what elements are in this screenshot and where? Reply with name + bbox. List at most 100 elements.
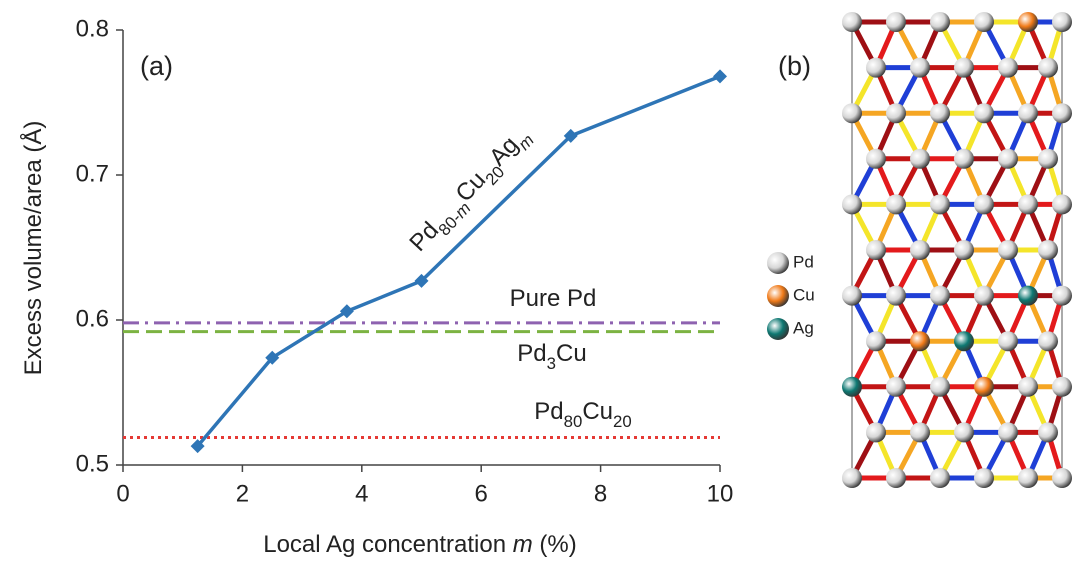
atom [930, 103, 950, 123]
x-tick-label: 0 [116, 480, 129, 507]
y-axis-title: Excess volume/area (Å) [19, 121, 47, 376]
legend-atom [767, 285, 789, 307]
legend-label: Pd [793, 252, 814, 271]
atom [866, 240, 886, 260]
atom [1038, 58, 1058, 78]
atom [954, 149, 974, 169]
text-run: Pd [517, 340, 546, 367]
atom [910, 240, 930, 260]
legend-label: Cu [793, 285, 815, 304]
atom [842, 194, 862, 214]
atom [1052, 103, 1072, 123]
atom [842, 103, 862, 123]
text-run: Pd [534, 398, 563, 425]
x-tick-label: 10 [707, 480, 734, 507]
atom [998, 58, 1018, 78]
legend-atom [767, 318, 789, 340]
reference-label: Pd80Cu20 [534, 398, 631, 431]
atom [1018, 286, 1038, 306]
text-run: Cu [556, 340, 587, 367]
y-tick-label: 0.8 [76, 15, 109, 42]
panel-label: (a) [140, 51, 173, 81]
text-run: Pure Pd [510, 285, 597, 312]
text-run: Cu [582, 398, 613, 425]
figure: (a) (b) 0.5 0.6 0.7 0.8 0 2 4 6 8 10 Excess volume… [0, 0, 1076, 561]
atom [886, 103, 906, 123]
atom [998, 240, 1018, 260]
series-label: Pd80-mCu20Agm [405, 121, 538, 260]
data-line [198, 76, 720, 446]
atom [842, 468, 862, 488]
atom [866, 422, 886, 442]
atom [842, 12, 862, 32]
atom [974, 103, 994, 123]
atom [954, 422, 974, 442]
x-tick-label: 4 [355, 480, 368, 507]
atom [1052, 468, 1072, 488]
data-point [713, 69, 727, 83]
x-tick-label: 6 [475, 480, 488, 507]
atom [930, 194, 950, 214]
atom [1018, 12, 1038, 32]
atom [954, 58, 974, 78]
atom [886, 194, 906, 214]
atom [998, 149, 1018, 169]
legend-label: Ag [793, 318, 814, 337]
atom [1018, 468, 1038, 488]
atom [1018, 194, 1038, 214]
atom [974, 194, 994, 214]
x-tick-label: 2 [236, 480, 249, 507]
x-tick-label: 8 [594, 480, 607, 507]
text-run: 3 [547, 354, 556, 373]
atom [886, 12, 906, 32]
crystal-structure [842, 12, 1072, 488]
atom [1038, 422, 1058, 442]
atom [1052, 12, 1072, 32]
atom [930, 468, 950, 488]
atom [974, 377, 994, 397]
atom [998, 422, 1018, 442]
atom [1052, 194, 1072, 214]
atom [930, 377, 950, 397]
reference-label: Pure Pd [510, 285, 597, 312]
atom [886, 377, 906, 397]
atom [974, 286, 994, 306]
atom [1038, 240, 1058, 260]
atom [910, 331, 930, 351]
reference-label: Pd3Cu [517, 340, 586, 373]
atom [910, 58, 930, 78]
atom [866, 149, 886, 169]
atom [866, 58, 886, 78]
legend-atom [767, 252, 789, 274]
atom [974, 12, 994, 32]
atom [842, 377, 862, 397]
y-tick-label: 0.6 [76, 305, 109, 332]
atom [1038, 331, 1058, 351]
text-run: Excess volume/area (Å) [19, 121, 47, 376]
atom [842, 286, 862, 306]
x-axis-title: Local Ag concentration m (%) [263, 531, 577, 558]
atom [998, 331, 1018, 351]
atom [954, 240, 974, 260]
atom [1018, 103, 1038, 123]
text-run: 80 [564, 412, 583, 431]
atom [930, 12, 950, 32]
atom [910, 422, 930, 442]
atom [930, 286, 950, 306]
atom [954, 331, 974, 351]
y-tick-label: 0.7 [76, 160, 109, 187]
text-run: Local Ag concentration [263, 531, 513, 558]
panel-label: (b) [778, 51, 811, 81]
y-tick-label: 0.5 [76, 450, 109, 477]
atom [866, 331, 886, 351]
atom [1052, 377, 1072, 397]
atom [1052, 286, 1072, 306]
text-run: m [513, 531, 533, 558]
atom [886, 286, 906, 306]
atom [1038, 149, 1058, 169]
atom [974, 468, 994, 488]
text-run: 20 [613, 412, 632, 431]
atom [1018, 377, 1038, 397]
atom [886, 468, 906, 488]
text-run: (%) [533, 531, 577, 558]
